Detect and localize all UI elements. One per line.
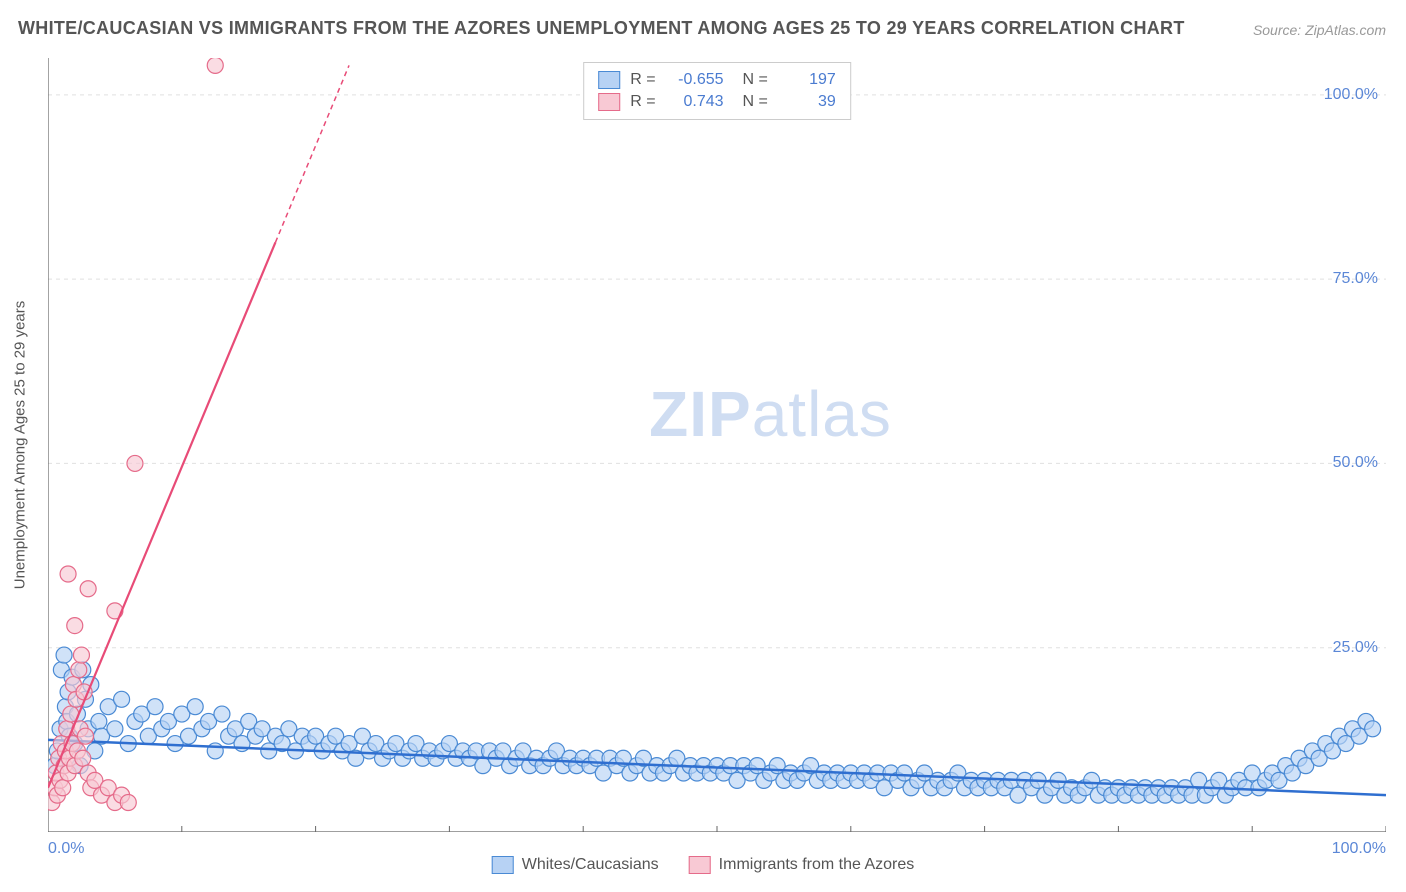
legend-swatch <box>598 93 620 111</box>
legend-label: Whites/Caucasians <box>522 856 659 874</box>
legend-row: R =0.743 N =39 <box>598 91 836 113</box>
legend-item: Whites/Caucasians <box>492 856 659 874</box>
x-tick-label: 100.0% <box>1332 840 1386 858</box>
scatter-plot <box>48 58 1386 832</box>
n-value: 39 <box>778 93 836 111</box>
n-value: 197 <box>778 71 836 89</box>
series-legend: Whites/Caucasians Immigrants from the Azo… <box>492 856 915 874</box>
legend-swatch <box>689 856 711 874</box>
r-value: 0.743 <box>666 93 724 111</box>
y-tick-label: 75.0% <box>1333 270 1378 288</box>
x-tick-label: 0.0% <box>48 840 84 858</box>
y-tick-label: 100.0% <box>1324 86 1378 104</box>
y-tick-label: 50.0% <box>1333 454 1378 472</box>
source-attribution: Source: ZipAtlas.com <box>1253 22 1386 38</box>
legend-swatch <box>598 71 620 89</box>
correlation-legend: R =-0.655 N =197R =0.743 N =39 <box>583 62 851 120</box>
chart-area: Unemployment Among Ages 25 to 29 years Z… <box>48 58 1386 832</box>
r-value: -0.655 <box>666 71 724 89</box>
legend-item: Immigrants from the Azores <box>689 856 915 874</box>
legend-swatch <box>492 856 514 874</box>
legend-row: R =-0.655 N =197 <box>598 69 836 91</box>
y-tick-label: 25.0% <box>1333 639 1378 657</box>
legend-label: Immigrants from the Azores <box>719 856 915 874</box>
y-axis-label: Unemployment Among Ages 25 to 29 years <box>12 301 29 590</box>
chart-title: WHITE/CAUCASIAN VS IMMIGRANTS FROM THE A… <box>18 18 1185 39</box>
